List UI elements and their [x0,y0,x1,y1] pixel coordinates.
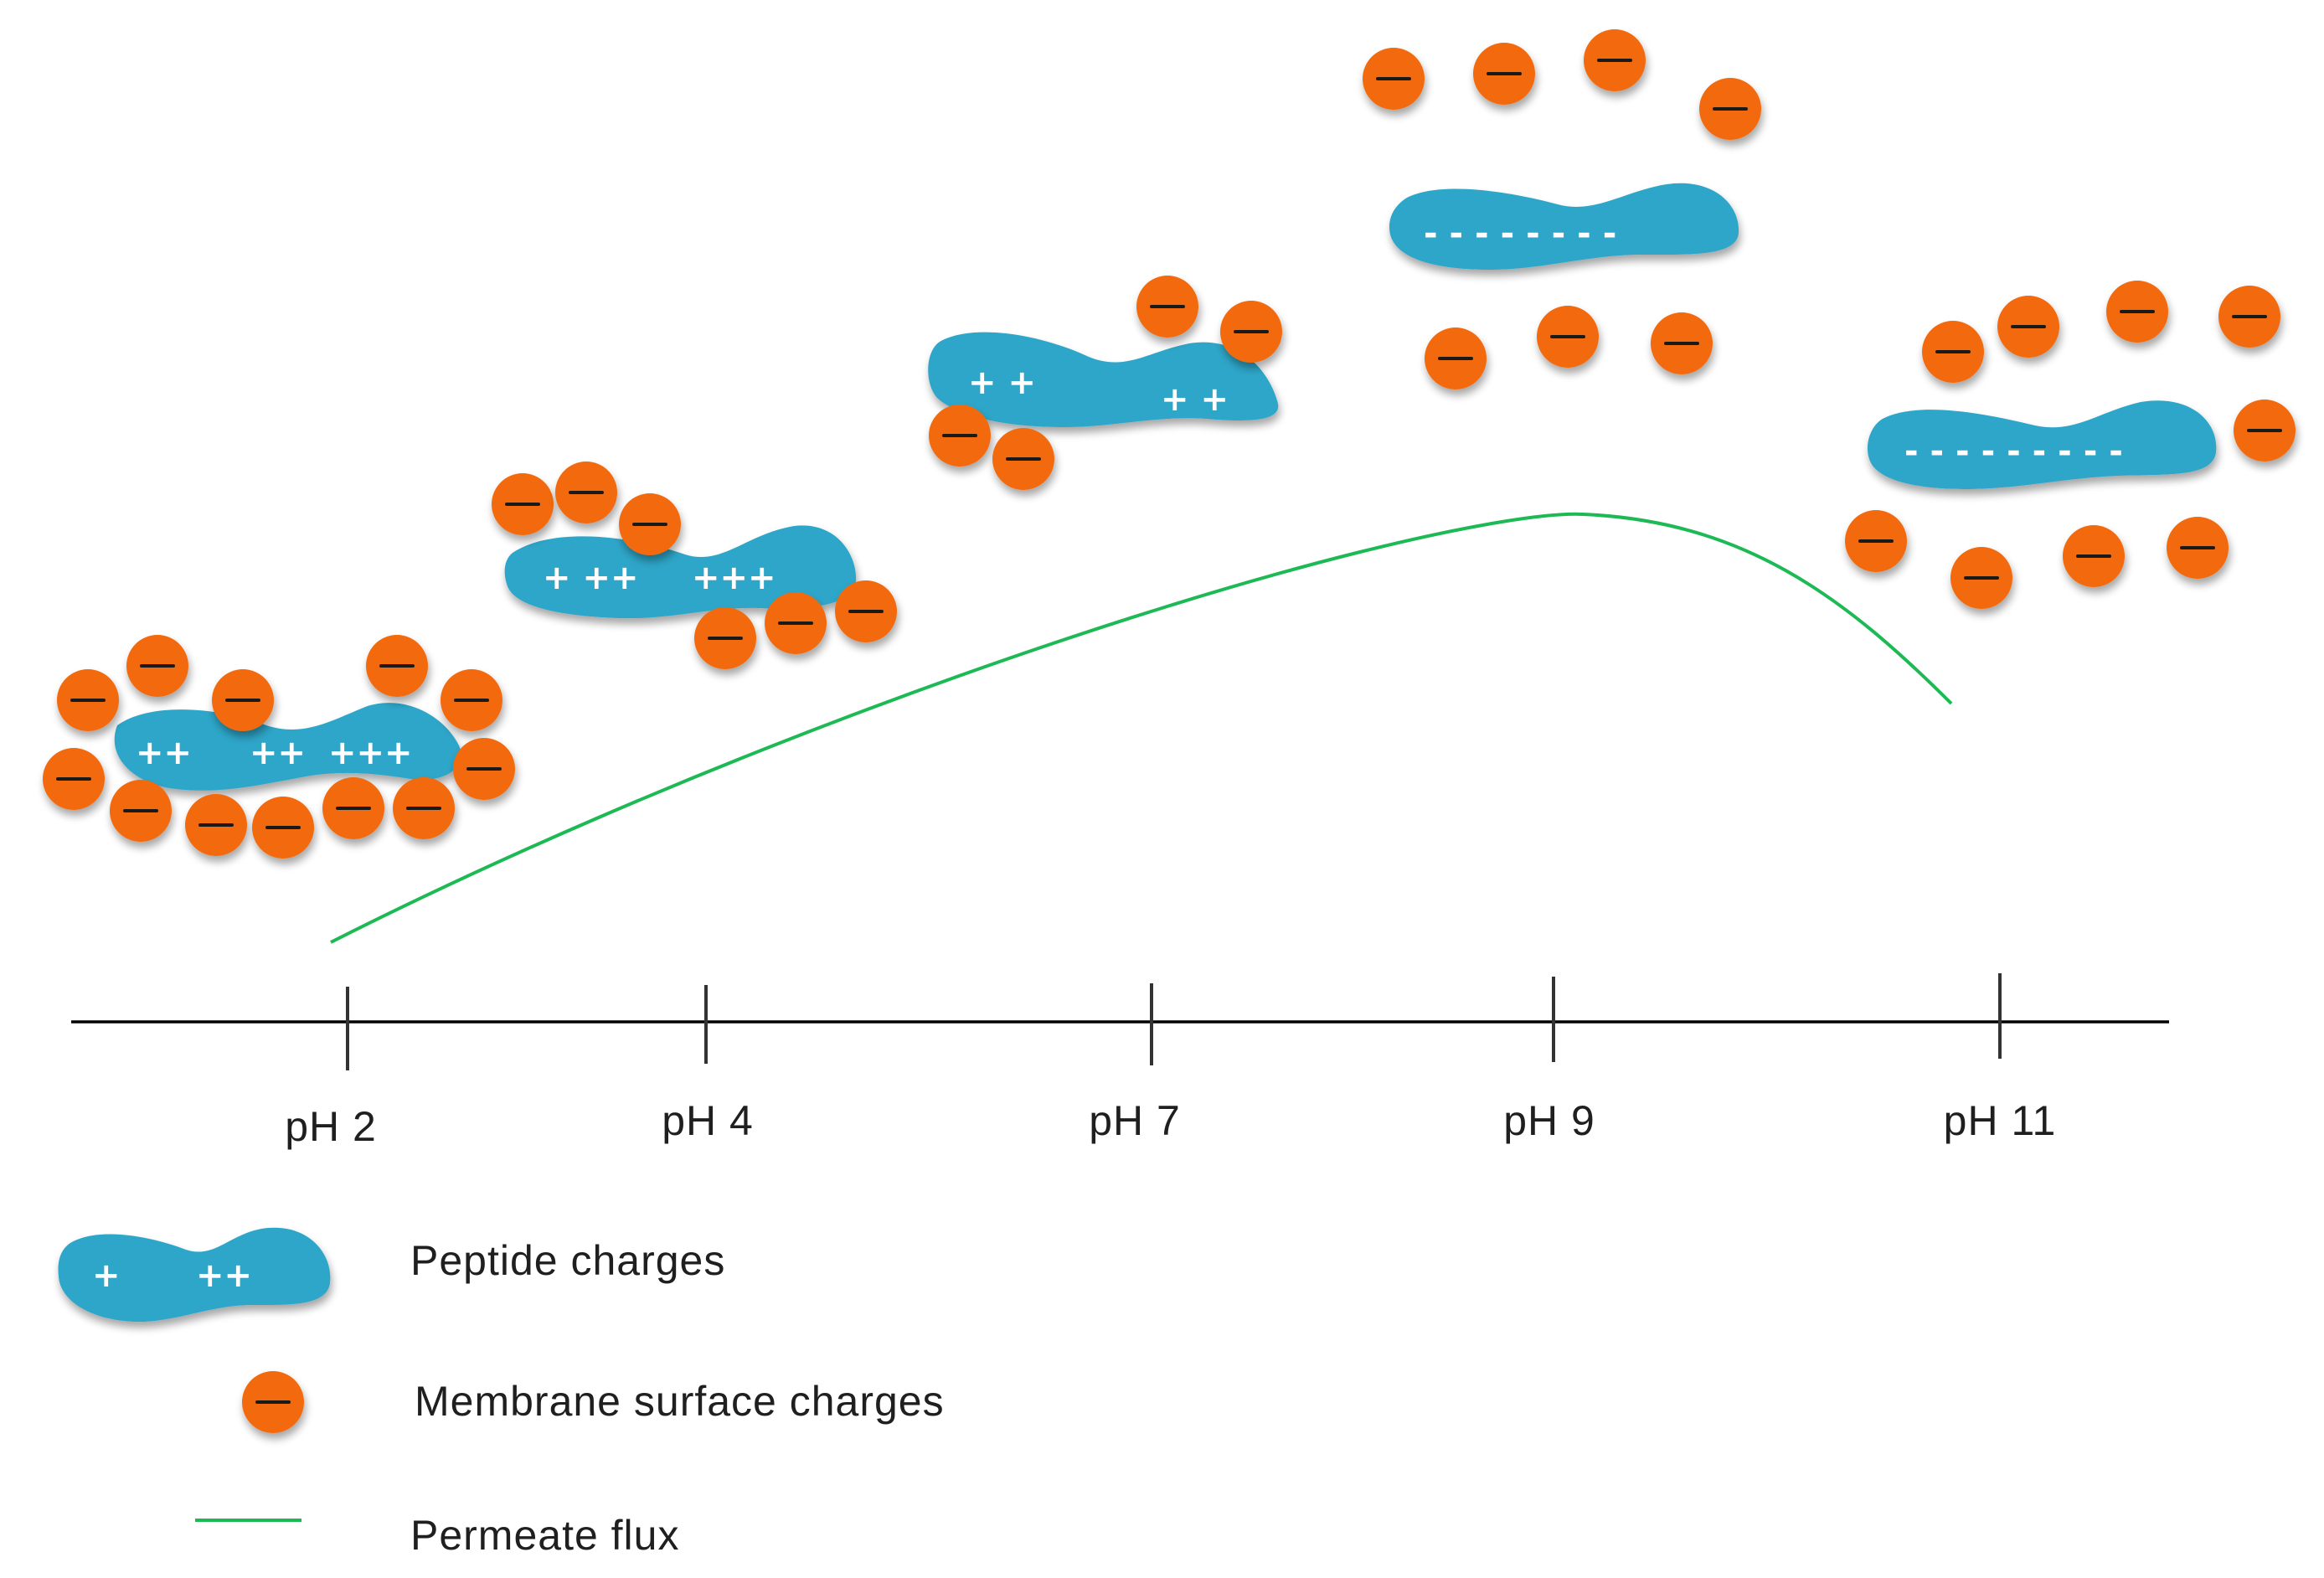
legend-item-membrane: Membrane surface charges [242,1371,945,1433]
legend-flux-label: Permeate flux [410,1512,679,1559]
group-ph9: - - - - - - - - [1363,29,1761,389]
group-ph4: + ++ +++ [492,462,897,669]
tick-label-ph9: pH 9 [1503,1097,1595,1144]
surface-charge [694,607,756,669]
tick-label-ph4: pH 4 [662,1097,754,1144]
permeate-flux-curve [330,512,1953,944]
surface-charge [1651,312,1713,374]
surface-charge [1136,276,1198,338]
peptide-ph4-signs-1: + ++ [543,559,638,597]
legend-item-peptide: + ++ Peptide charges [58,1227,725,1323]
peptide-ph11-signs: - - - - - - - - - [1904,432,2123,471]
peptide-ph2-signs-3: +++ [328,734,413,772]
surface-charge [1363,48,1425,110]
legend-peptide-sign-2: ++ [196,1256,252,1295]
surface-charge [1584,29,1646,91]
surface-charge [555,462,617,523]
surface-charge [492,473,554,535]
surface-charge [110,780,172,842]
legend-peptide-label: Peptide charges [410,1237,725,1284]
surface-charge [1220,301,1282,363]
peptide-ph9-signs: - - - - - - - - [1424,214,1616,253]
ph-axis: pH 2 pH 4 pH 7 pH 9 pH 11 [71,973,2169,1150]
surface-charge [1845,510,1907,572]
group-ph7: + + + + [928,276,1282,490]
surface-charge [393,777,455,839]
surface-charge [929,405,991,467]
surface-charge [992,428,1054,490]
surface-charge [441,669,502,731]
peptide-ph4-signs-2: +++ [692,559,776,597]
surface-charge [185,794,247,856]
surface-charge [765,592,827,654]
surface-charge [1473,43,1535,105]
surface-charge [43,748,105,810]
surface-charge [322,777,384,839]
surface-charge [1950,547,2012,609]
surface-charge [126,635,188,697]
peptide-ph9 [1389,183,1739,270]
tick-label-ph2: pH 2 [285,1103,377,1150]
surface-charge [57,669,119,731]
legend-item-flux: Permeate flux [195,1512,679,1559]
surface-charge [1425,327,1487,389]
legend-membrane-label: Membrane surface charges [415,1378,945,1425]
tick-label-ph7: pH 7 [1089,1097,1181,1144]
peptide-ph2-signs-1: ++ [136,734,192,772]
peptide-ph11 [1867,400,2217,489]
surface-charge [2063,525,2125,587]
surface-charge [1997,296,2059,358]
peptide-ph7 [928,332,1279,427]
surface-charge [619,493,681,555]
peptide-ph2 [114,703,461,791]
legend-peptide-sign-1: + [92,1256,121,1295]
surface-charge [1537,306,1599,368]
surface-charge [2234,400,2296,462]
legend: + ++ Peptide charges Membrane surface ch… [58,1227,945,1559]
surface-charge [2167,517,2229,579]
surface-charge [1922,321,1984,383]
surface-charge [212,669,274,731]
peptide-ph2-signs-2: ++ [250,734,306,772]
group-ph11: - - - - - - - - - [1845,281,2296,609]
tick-label-ph11: pH 11 [1944,1097,2057,1144]
legend-membrane-icon [242,1371,304,1433]
group-ph2: ++ ++ +++ [43,635,515,859]
surface-charge [252,797,314,859]
peptide-ph7-signs-2: + + [1161,380,1229,419]
surface-charge [453,738,515,800]
legend-peptide-icon [58,1227,331,1323]
peptide-ph4 [504,525,857,619]
surface-charge [2218,286,2280,348]
peptide-ph7-signs-1: + + [968,364,1036,402]
surface-charge [835,580,897,642]
surface-charge [366,635,428,697]
surface-charge [2106,281,2168,343]
surface-charge [1699,78,1761,140]
